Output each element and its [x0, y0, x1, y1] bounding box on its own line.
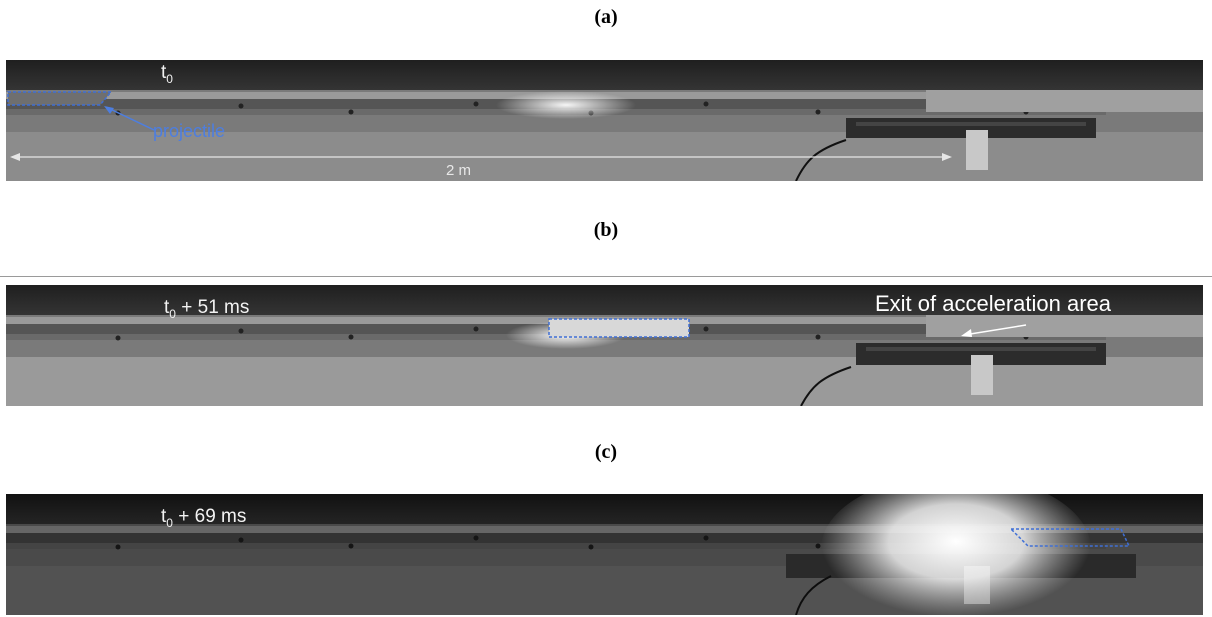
time-sub: 0 [166, 71, 173, 86]
panel-a-label: (a) [594, 6, 618, 28]
panel-c-photo: t0 + 69 ms [6, 494, 1203, 615]
projectile-outline [548, 318, 690, 338]
panel-a-scene [6, 60, 1203, 181]
time-base: t [161, 506, 167, 527]
time-offset: + 51 ms [175, 297, 250, 318]
distance-label: 2 m [446, 162, 472, 179]
separator-line [0, 276, 1212, 277]
projectile-outline [7, 91, 113, 106]
time-offset: + 69 ms [172, 506, 247, 527]
time-stamp-c: t0 + 69 ms [161, 506, 246, 530]
panel-b-scene [6, 285, 1203, 406]
panel-b-label: (b) [593, 219, 619, 241]
time-sub: 0 [166, 515, 173, 530]
time-stamp-a: t0 [161, 62, 173, 86]
projectile-outline [1009, 528, 1131, 547]
time-stamp-b: t0 + 51 ms [164, 297, 249, 321]
exit-label: Exit of acceleration area [875, 291, 1112, 316]
panel-b-photo: t0 + 51 ms Exit of acceleration area [6, 285, 1203, 406]
time-base: t [161, 62, 167, 83]
projectile-label: projectile [153, 121, 226, 141]
time-sub: 0 [169, 306, 176, 321]
time-base: t [164, 297, 170, 318]
panel-c-scene [6, 494, 1203, 615]
panel-c-label: (c) [594, 441, 618, 463]
panel-a-photo: t0 projectile 2 m [6, 60, 1203, 181]
